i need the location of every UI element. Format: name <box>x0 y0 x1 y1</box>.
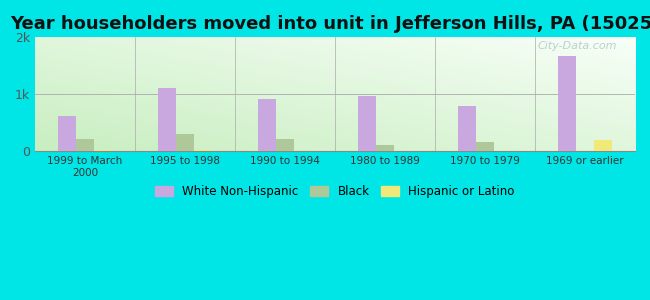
Bar <box>376 145 394 152</box>
Bar <box>176 134 194 152</box>
Bar <box>594 140 612 152</box>
Bar <box>294 151 312 152</box>
Bar <box>194 150 212 152</box>
Bar <box>158 88 176 152</box>
Bar <box>58 116 76 152</box>
Bar <box>476 142 494 152</box>
Legend: White Non-Hispanic, Black, Hispanic or Latino: White Non-Hispanic, Black, Hispanic or L… <box>150 180 519 203</box>
Bar <box>258 99 276 152</box>
Bar <box>458 106 476 152</box>
Bar <box>358 96 376 152</box>
Title: Year householders moved into unit in Jefferson Hills, PA (15025): Year householders moved into unit in Jef… <box>10 15 650 33</box>
Bar <box>558 56 576 152</box>
Text: City-Data.com: City-Data.com <box>538 41 617 51</box>
Bar <box>76 140 94 152</box>
Bar <box>276 139 294 152</box>
Bar <box>94 150 112 152</box>
